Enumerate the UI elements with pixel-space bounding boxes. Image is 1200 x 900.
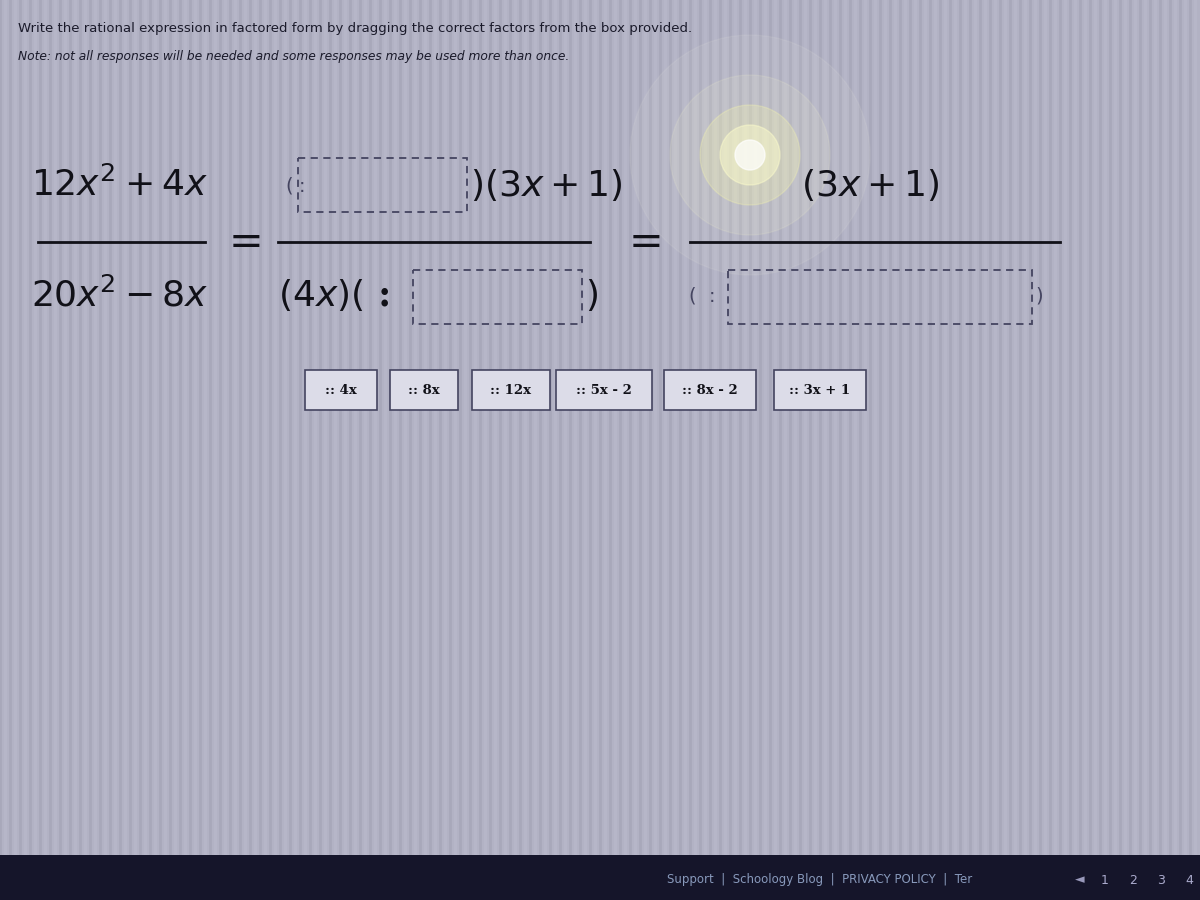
Circle shape — [720, 125, 780, 185]
Bar — [390, 370, 458, 410]
Text: 2: 2 — [1129, 874, 1136, 886]
Bar — [0, 855, 1200, 900]
Circle shape — [734, 140, 766, 170]
Text: $=$: $=$ — [220, 219, 260, 261]
Text: $($  :: $($ : — [688, 284, 714, 305]
Text: Write the rational expression in factored form by dragging the correct factors f: Write the rational expression in factore… — [18, 22, 692, 35]
Circle shape — [630, 35, 870, 275]
Text: $)(3x+1)$: $)(3x+1)$ — [470, 167, 623, 203]
Text: $=$: $=$ — [619, 219, 660, 261]
Text: $)$: $)$ — [586, 277, 598, 313]
Text: $)$: $)$ — [1034, 284, 1043, 305]
Bar — [664, 370, 756, 410]
Text: $(3x+1)$: $(3x+1)$ — [800, 167, 940, 203]
Text: ◄: ◄ — [1075, 874, 1085, 886]
Text: :: 12x: :: 12x — [491, 383, 532, 397]
Bar — [472, 370, 550, 410]
Text: Support  |  Schoology Blog  |  PRIVACY POLICY  |  Ter: Support | Schoology Blog | PRIVACY POLIC… — [667, 874, 973, 886]
Text: :: 8x: :: 8x — [408, 383, 440, 397]
Text: $20x^2-8x$: $20x^2-8x$ — [31, 277, 209, 313]
Text: :: 4x: :: 4x — [325, 383, 356, 397]
Text: $($ :: $($ : — [286, 175, 305, 195]
Text: :: 8x - 2: :: 8x - 2 — [682, 383, 738, 397]
Bar — [305, 370, 377, 410]
Text: 3: 3 — [1157, 874, 1165, 886]
Circle shape — [670, 75, 830, 235]
Text: :: 3x + 1: :: 3x + 1 — [790, 383, 851, 397]
Text: :: 5x - 2: :: 5x - 2 — [576, 383, 632, 397]
Circle shape — [700, 105, 800, 205]
Text: 4: 4 — [1186, 874, 1193, 886]
Text: 1: 1 — [1102, 874, 1109, 886]
Text: $(4x)($ :: $(4x)($ : — [278, 277, 389, 313]
Text: $12x^2+4x$: $12x^2+4x$ — [31, 166, 209, 203]
Bar — [556, 370, 652, 410]
Text: Note: not all responses will be needed and some responses may be used more than : Note: not all responses will be needed a… — [18, 50, 569, 63]
Bar — [774, 370, 866, 410]
